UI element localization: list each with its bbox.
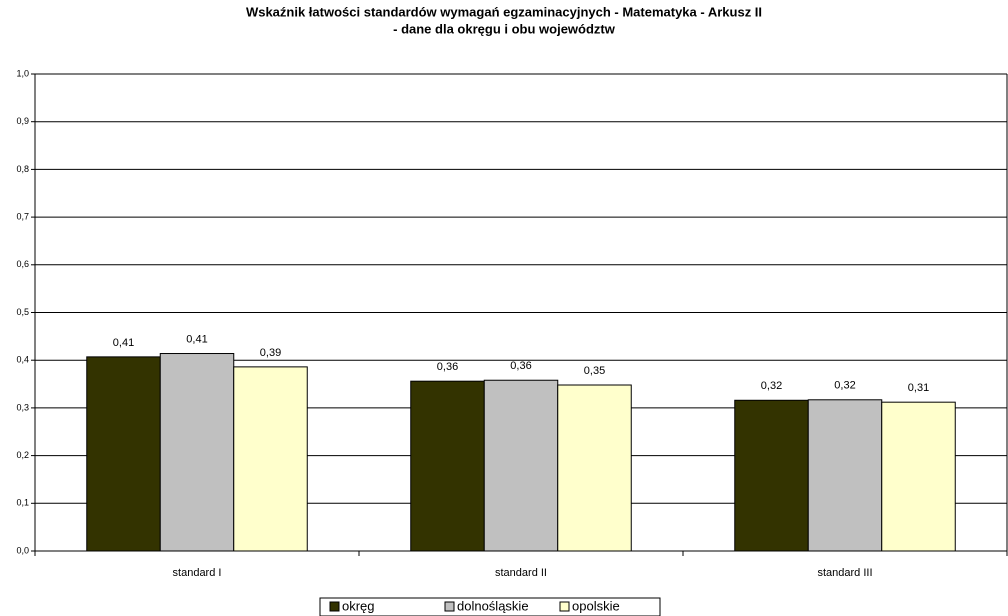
y-tick-label: 1,0	[16, 68, 29, 78]
value-label: 0,31	[908, 382, 929, 394]
value-label: 0,39	[260, 347, 281, 359]
bar	[159, 353, 235, 552]
x-tick-label: standard II	[495, 567, 547, 579]
y-tick-label: 0,7	[16, 211, 29, 221]
legend-box	[319, 597, 661, 616]
y-tick-label: 0,9	[16, 116, 29, 126]
y-tick-label: 0,2	[16, 450, 29, 460]
value-label: 0,41	[113, 337, 134, 349]
x-tick-label: standard I	[173, 567, 222, 579]
y-tick-label: 0,1	[16, 498, 29, 508]
y-tick-label: 0,4	[16, 355, 29, 365]
y-tick-label: 0,8	[16, 164, 29, 174]
bar	[483, 379, 559, 552]
legend-swatch	[444, 601, 455, 612]
legend-label: dolnośląskie	[457, 598, 529, 613]
y-tick-label: 0,0	[16, 545, 29, 555]
bar	[86, 356, 161, 552]
y-tick-label: 0,5	[16, 307, 29, 317]
bar	[233, 366, 308, 552]
x-tick-label: standard III	[817, 567, 872, 579]
legend-label: opolskie	[572, 598, 620, 613]
value-label: 0,32	[761, 380, 782, 392]
y-tick-label: 0,3	[16, 402, 29, 412]
y-tick-label: 0,6	[16, 259, 29, 269]
value-label: 0,32	[834, 380, 855, 392]
bar	[557, 384, 632, 552]
value-label: 0,36	[510, 360, 531, 372]
bar	[807, 399, 883, 552]
chart-title: Wskaźnik łatwości standardów wymagań egz…	[246, 4, 762, 19]
legend-swatch	[559, 601, 570, 612]
bar	[734, 399, 809, 552]
value-label: 0,41	[186, 333, 207, 345]
value-label: 0,36	[437, 361, 458, 373]
bar	[881, 401, 956, 552]
bar	[410, 380, 485, 552]
value-label: 0,35	[584, 365, 605, 377]
legend-label: okręg	[342, 598, 375, 613]
chart-title: - dane dla okręgu i obu województw	[393, 21, 616, 36]
legend-swatch	[329, 601, 340, 612]
